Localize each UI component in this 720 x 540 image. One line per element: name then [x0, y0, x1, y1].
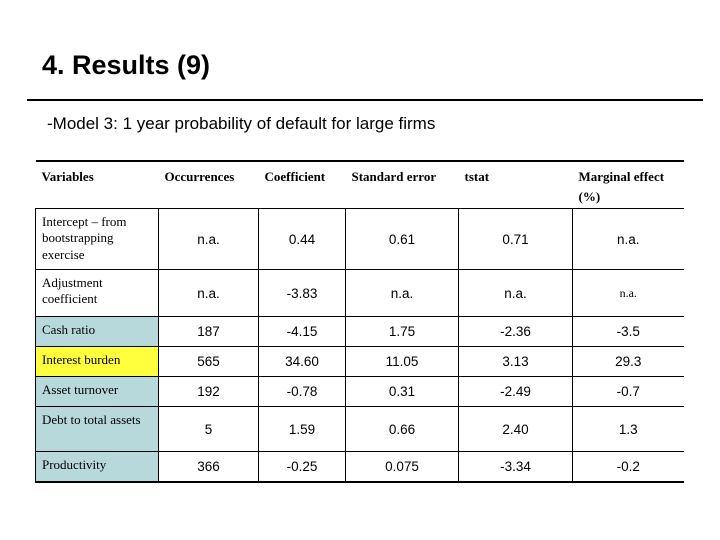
value-cell: n.a.: [572, 208, 684, 270]
table-row: Productivity 366 -0.25 0.075 -3.34 -0.2: [35, 451, 684, 483]
value-cell: 0.71: [458, 208, 573, 270]
value-cell: n.a.: [572, 269, 684, 317]
variable-cell: Intercept – from bootstrapping exercise: [35, 208, 159, 270]
value-cell: -4.15: [258, 316, 346, 347]
value-cell: -2.36: [458, 316, 573, 347]
value-cell: 1.59: [258, 406, 346, 452]
variable-cell: Interest burden: [35, 346, 159, 377]
value-cell: 192: [158, 376, 259, 407]
column-header: tstat: [458, 160, 573, 209]
value-cell: 5: [158, 406, 259, 452]
value-cell: -0.25: [258, 451, 346, 483]
value-cell: 2.40: [458, 406, 573, 452]
value-cell: -3.83: [258, 269, 346, 317]
table-row: Intercept – from bootstrapping exercise n…: [35, 208, 684, 270]
value-cell: 0.075: [345, 451, 459, 483]
variable-cell: Productivity: [35, 451, 159, 483]
table-row: Adjustment coefficient n.a. -3.83 n.a. n.a. n…: [35, 269, 684, 317]
value-cell: -0.78: [258, 376, 346, 407]
value-cell: 11.05: [345, 346, 459, 377]
column-header: Standard error: [345, 160, 459, 209]
value-cell: -0.2: [572, 451, 684, 483]
value-cell: 1.75: [345, 316, 459, 347]
value-cell: n.a.: [158, 269, 259, 317]
value-cell: -3.5: [572, 316, 684, 347]
value-cell: 34.60: [258, 346, 346, 377]
value-cell: -0.7: [572, 376, 684, 407]
slide-subtitle: -Model 3: 1 year probability of default …: [47, 114, 436, 133]
variable-cell: Adjustment coefficient: [35, 269, 159, 317]
column-header: Occurrences: [158, 160, 259, 209]
column-header: Variables: [35, 160, 159, 209]
value-cell: 187: [158, 316, 259, 347]
results-table: Variables Occurrences Coefficient Standard …: [35, 160, 684, 483]
table-header-row: Variables Occurrences Coefficient Standard …: [35, 160, 684, 209]
value-cell: -3.34: [458, 451, 573, 483]
title-divider: [27, 99, 703, 101]
table-row: Asset turnover 192 -0.78 0.31 -2.49 -0.7: [35, 376, 684, 407]
column-header: Coefficient: [258, 160, 346, 209]
value-cell: 0.61: [345, 208, 459, 270]
table-body: Intercept – from bootstrapping exercise n…: [35, 208, 684, 483]
value-cell: 1.3: [572, 406, 684, 452]
table-row: Cash ratio 187 -4.15 1.75 -2.36 -3.5: [35, 316, 684, 347]
value-cell: 366: [158, 451, 259, 483]
value-cell: 3.13: [458, 346, 573, 377]
value-cell: 565: [158, 346, 259, 377]
value-cell: 0.31: [345, 376, 459, 407]
value-cell: n.a.: [158, 208, 259, 270]
variable-cell: Cash ratio: [35, 316, 159, 347]
variable-cell: Debt to total assets: [35, 406, 159, 452]
value-cell: 29.3: [572, 346, 684, 377]
page-title: 4. Results (9): [42, 50, 211, 80]
value-cell: n.a.: [458, 269, 573, 317]
table-row: Interest burden 565 34.60 11.05 3.13 29.3: [35, 346, 684, 377]
value-cell: -2.49: [458, 376, 573, 407]
value-cell: 0.44: [258, 208, 346, 270]
value-cell: n.a.: [345, 269, 459, 317]
variable-cell: Asset turnover: [35, 376, 159, 407]
column-header: Marginal effect (%): [572, 160, 684, 209]
table-row: Debt to total assets 5 1.59 0.66 2.40 1.3: [35, 406, 684, 452]
value-cell: 0.66: [345, 406, 459, 452]
